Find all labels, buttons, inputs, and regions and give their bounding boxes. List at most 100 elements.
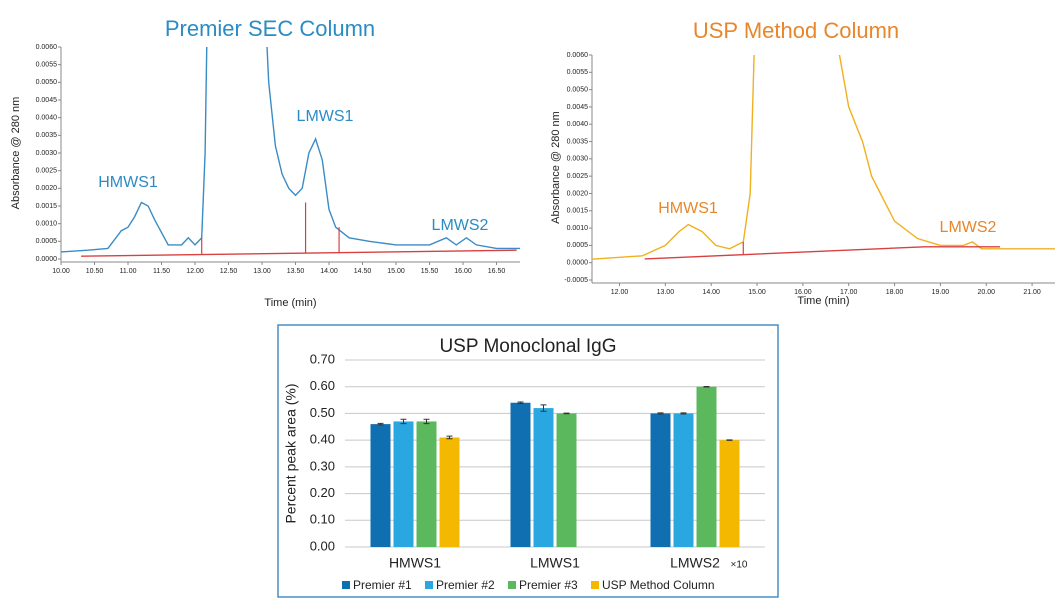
- x-tick-label: 14.00: [702, 289, 720, 296]
- y-tick-label: 0.0030: [36, 150, 58, 157]
- legend-label: Premier #1: [353, 578, 412, 592]
- error-bar: [423, 418, 430, 425]
- x-tick-label: LMWS2: [670, 555, 720, 571]
- error-bar: [377, 422, 384, 426]
- y-tick-label: 0.40: [310, 432, 335, 447]
- peak-label: HMWS1: [658, 200, 718, 217]
- bar: [719, 440, 740, 547]
- x-tick-label: LMWS1: [530, 555, 580, 571]
- y-tick-label: 0.0055: [567, 69, 589, 76]
- chromatogram-line: [81, 249, 517, 257]
- bar: [696, 386, 717, 547]
- y-tick-label: 0.0045: [36, 97, 58, 104]
- y-tick-label: 0.0020: [567, 190, 589, 197]
- y-tick-label: 0.0000: [567, 260, 589, 267]
- chromatogram-line: [644, 246, 1000, 260]
- y-tick-label: 0.0025: [36, 168, 58, 175]
- y-tick-label: 0.0005: [567, 242, 589, 249]
- x-tick-label: 13.50: [287, 268, 305, 275]
- x-tick-label: 18.00: [886, 289, 904, 296]
- x-tick-label: 15.00: [748, 289, 766, 296]
- y-tick-label: 0.0015: [567, 208, 589, 215]
- x-tick-label: 14.50: [354, 268, 372, 275]
- y-tick-label: 0.0050: [567, 86, 589, 93]
- error-bar: [400, 418, 407, 425]
- y-tick-label: -0.0005: [564, 277, 588, 284]
- bar: [673, 413, 694, 547]
- x-tick-label: 16.50: [488, 268, 506, 275]
- error-bar: [563, 412, 570, 415]
- chart-title: Premier SEC Column: [165, 16, 375, 41]
- x-tick-label: 14.00: [320, 268, 338, 275]
- x-tick-label: 17.00: [840, 289, 858, 296]
- y-tick-label: 0.30: [310, 458, 335, 473]
- peak-label: HMWS1: [98, 174, 158, 191]
- y-tick-label: 0.20: [310, 485, 335, 500]
- bar: [370, 424, 391, 547]
- y-tick-label: 0.0040: [567, 121, 589, 128]
- y-tick-label: 0.0015: [36, 203, 58, 210]
- error-bar: [446, 435, 453, 440]
- x-tick-label: 10.50: [86, 268, 104, 275]
- chromatogram-line: [592, 55, 1055, 260]
- y-tick-label: 0.0055: [36, 62, 58, 69]
- y-tick-label: 0.0025: [567, 173, 589, 180]
- bar-chart-frame: [277, 324, 779, 598]
- bar: [510, 402, 531, 547]
- bar: [533, 408, 554, 547]
- x-tick-label: 16.00: [454, 268, 472, 275]
- y-tick-label: 0.50: [310, 405, 335, 420]
- x-tick-label: 10.00: [52, 268, 70, 275]
- x-tick-label: 12.00: [186, 268, 204, 275]
- x-tick-label: 19.00: [932, 289, 950, 296]
- y-tick-label: 0.0000: [36, 256, 58, 263]
- error-bar: [703, 385, 710, 388]
- error-bar: [517, 401, 524, 405]
- error-bar: [726, 439, 733, 441]
- legend-swatch: [425, 581, 433, 589]
- y-tick-label: 0.0045: [567, 104, 589, 111]
- y-tick-label: 0.0010: [36, 221, 58, 228]
- legend-label: USP Method Column: [602, 578, 715, 592]
- bar: [393, 421, 414, 547]
- x-tick-label: 11.50: [153, 268, 170, 275]
- y-axis-label: Absorbance @ 280 nm: [550, 111, 562, 224]
- bar: [556, 413, 577, 547]
- peak-label: LMWS2: [940, 219, 997, 236]
- chart-title: USP Monoclonal IgG: [439, 336, 616, 357]
- bar: [650, 413, 671, 547]
- category-note: ×10: [731, 560, 748, 571]
- y-tick-label: 0.0060: [36, 44, 58, 51]
- y-tick-label: 0.70: [310, 351, 335, 366]
- bar: [416, 421, 437, 547]
- x-tick-label: 20.00: [977, 289, 995, 296]
- error-bar: [680, 412, 687, 415]
- legend-label: Premier #3: [519, 578, 578, 592]
- x-axis-label: Time (min): [264, 297, 316, 309]
- legend-swatch: [508, 581, 516, 589]
- y-tick-label: 0.0020: [36, 185, 58, 192]
- peak-label: LMWS2: [432, 217, 489, 234]
- x-tick-label: 13.00: [253, 268, 271, 275]
- x-tick-label: 15.50: [421, 268, 439, 275]
- chart-title: USP Method Column: [693, 18, 899, 43]
- legend-label: Premier #2: [436, 578, 495, 592]
- peak-label: LMWS1: [297, 108, 354, 125]
- y-tick-label: 0.0050: [36, 79, 58, 86]
- y-axis-label: Absorbance @ 280 nm: [10, 97, 22, 210]
- y-tick-label: 0.60: [310, 378, 335, 393]
- x-tick-label: 11.00: [120, 268, 137, 275]
- x-tick-label: 12.00: [611, 289, 629, 296]
- x-tick-label: 15.00: [387, 268, 405, 275]
- y-tick-label: 0.0060: [567, 52, 589, 59]
- x-tick-label: HMWS1: [389, 555, 441, 571]
- x-tick-label: 16.00: [794, 289, 812, 296]
- x-tick-label: 12.50: [220, 268, 238, 275]
- y-tick-label: 0.10: [310, 512, 335, 527]
- legend-swatch: [342, 581, 350, 589]
- x-tick-label: 13.00: [657, 289, 675, 296]
- y-tick-label: 0.0035: [36, 132, 58, 139]
- y-tick-label: 0.0010: [567, 225, 589, 232]
- y-tick-label: 0.0005: [36, 238, 58, 245]
